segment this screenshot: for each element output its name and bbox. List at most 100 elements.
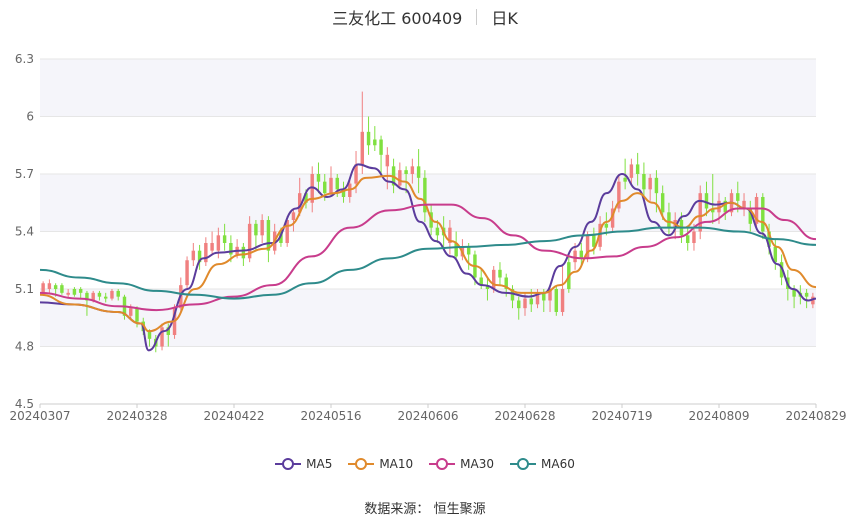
candle-body — [698, 193, 702, 232]
candle-body — [704, 193, 709, 209]
candle-body — [47, 283, 52, 289]
candle-body — [491, 269, 496, 289]
legend-label: MA30 — [460, 457, 495, 471]
candle-body — [748, 208, 753, 224]
candle-body — [529, 298, 533, 305]
candle-body — [204, 243, 208, 263]
candle-body — [523, 298, 527, 309]
candle-body — [341, 189, 346, 197]
candle-body — [423, 177, 427, 213]
candle-body — [147, 331, 152, 339]
y-tick-label: 6 — [26, 110, 34, 124]
candle-body — [285, 220, 289, 243]
candle-body — [498, 269, 502, 278]
y-tick-label: 5.4 — [15, 225, 34, 239]
candle-body — [110, 290, 114, 299]
candle-body — [579, 250, 584, 259]
candle-body — [648, 177, 652, 190]
candle-body — [811, 296, 815, 305]
candle-body — [197, 250, 202, 263]
candle-body — [717, 200, 721, 213]
candle-body — [416, 166, 421, 178]
candle-body — [185, 260, 189, 286]
candle-body — [247, 223, 252, 259]
title-divider — [476, 9, 478, 25]
candle-body — [329, 177, 333, 194]
candle-body — [485, 285, 490, 289]
candle-body — [216, 235, 221, 251]
candle-body — [354, 164, 358, 184]
y-tick-label: 6.3 — [15, 52, 34, 66]
candle-body — [129, 308, 133, 316]
chart-header: 三友化工 600409 日K — [0, 4, 850, 30]
candle-body — [241, 246, 246, 259]
legend-swatch-icon — [510, 457, 537, 471]
candle-body — [504, 277, 508, 289]
candle-body — [323, 181, 327, 194]
candle-body — [210, 243, 214, 251]
candle-body — [573, 250, 577, 263]
candle-body — [191, 250, 196, 261]
candle-body — [297, 193, 302, 213]
legend-label: MA5 — [306, 457, 333, 471]
legend-swatch-icon — [275, 457, 302, 471]
candle-body — [160, 327, 164, 347]
legend: MA5 MA10 MA30 MA60 — [0, 457, 850, 471]
x-tick-label: 20240307 — [9, 409, 70, 423]
candle-body — [792, 289, 796, 297]
candle-body — [229, 243, 233, 255]
candle-body — [404, 170, 408, 174]
candle-body — [41, 283, 45, 293]
y-tick-label: 4.5 — [15, 397, 34, 411]
data-source: 数据来源： 恒生聚源 — [0, 498, 850, 517]
x-tick-label: 20240719 — [591, 409, 652, 423]
candle-body — [373, 139, 377, 146]
candle-body — [804, 292, 809, 297]
ma-line-ma60 — [39, 226, 817, 300]
candle-body — [260, 220, 264, 236]
candle-body — [617, 181, 621, 209]
candle-body — [53, 285, 58, 289]
candle-body — [266, 220, 271, 251]
legend-swatch-icon — [348, 457, 375, 471]
candle-body — [222, 235, 227, 243]
candle-body — [754, 197, 759, 224]
candle-body — [598, 223, 602, 247]
legend-label: MA10 — [379, 457, 414, 471]
candle-body — [103, 296, 108, 299]
candle-body — [166, 327, 171, 335]
candle-body — [435, 227, 440, 236]
candle-body — [335, 177, 339, 190]
legend-item-ma30[interactable]: MA30 — [429, 457, 494, 471]
legend-label: MA60 — [541, 457, 575, 471]
candle-body — [510, 289, 515, 301]
source-label: 数据来源： — [364, 502, 430, 517]
candle-body — [454, 243, 458, 257]
candle-body — [379, 139, 383, 155]
period-label: 日K — [491, 9, 518, 28]
candle-body — [742, 200, 746, 209]
ma-line-ma5 — [39, 163, 817, 352]
candle-body — [548, 289, 552, 301]
candle-body — [711, 208, 715, 213]
y-tick-label: 4.8 — [15, 340, 34, 354]
legend-item-ma5[interactable]: MA5 — [275, 457, 332, 471]
legend-item-ma10[interactable]: MA10 — [348, 457, 413, 471]
candle-body — [685, 235, 690, 243]
candle-body — [135, 308, 139, 322]
y-tick-label: 5.1 — [15, 282, 34, 296]
candle-body — [623, 177, 627, 182]
grid-band — [40, 289, 816, 347]
candle-body — [761, 197, 765, 232]
candle-body — [66, 292, 70, 295]
legend-swatch-icon — [429, 457, 456, 471]
candle-body — [773, 246, 778, 263]
candle-body — [385, 154, 390, 167]
x-tick-label: 20240328 — [106, 409, 167, 423]
legend-item-ma60[interactable]: MA60 — [510, 457, 575, 471]
candle-body — [535, 292, 540, 305]
y-tick-label: 5.7 — [15, 167, 34, 181]
candle-body — [410, 166, 415, 174]
ma-line-ma30 — [39, 203, 817, 312]
